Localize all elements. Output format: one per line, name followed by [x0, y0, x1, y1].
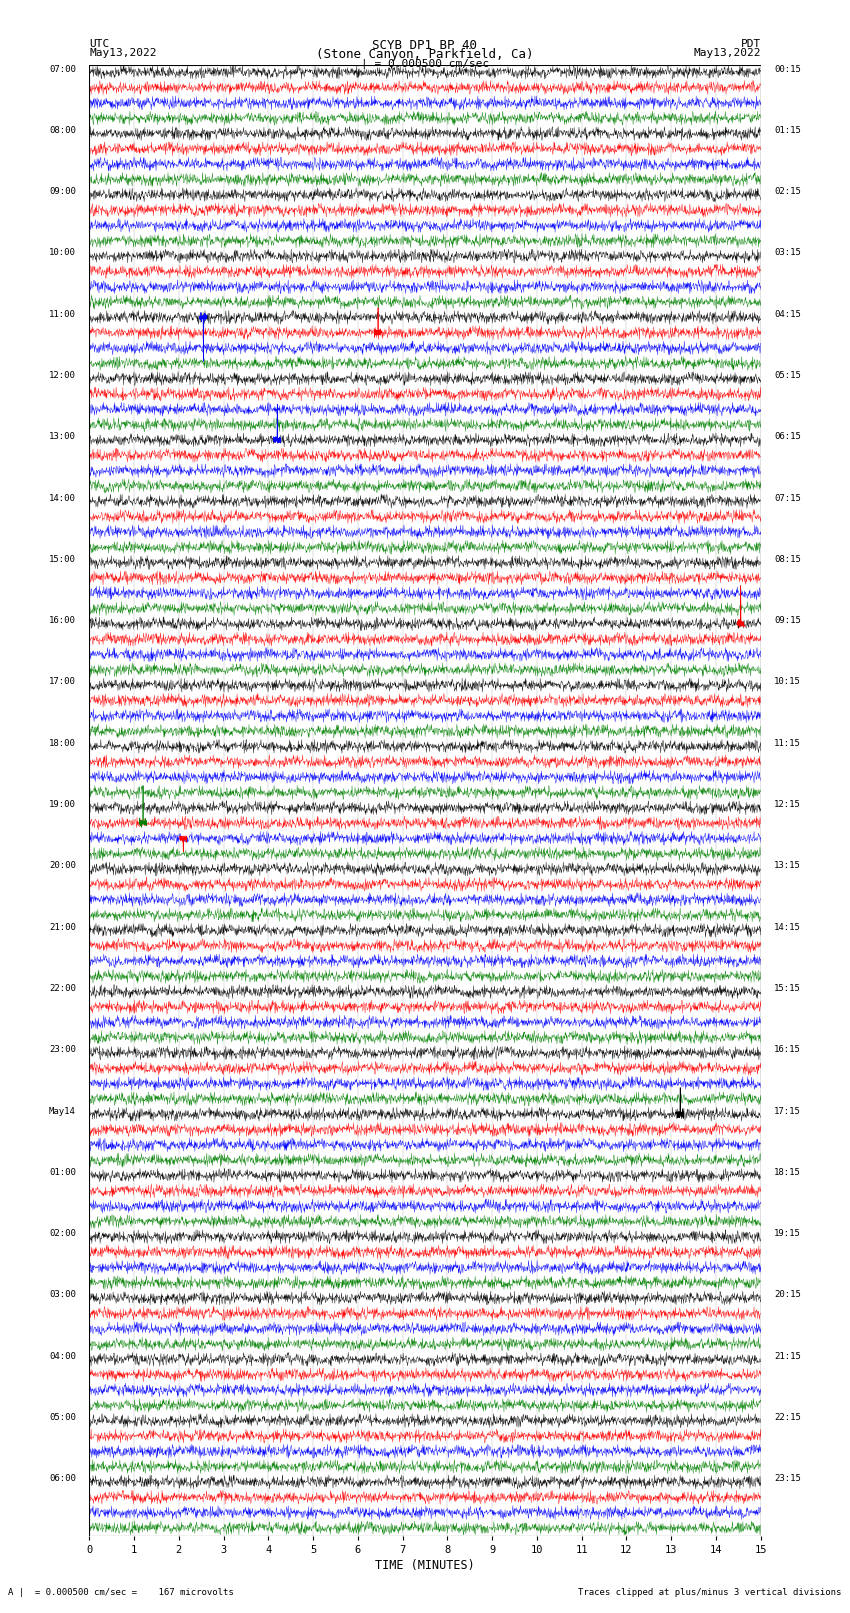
Text: 11:15: 11:15 — [774, 739, 801, 748]
Text: 15:15: 15:15 — [774, 984, 801, 994]
Text: 14:15: 14:15 — [774, 923, 801, 932]
Text: 19:15: 19:15 — [774, 1229, 801, 1239]
Text: 15:00: 15:00 — [49, 555, 76, 565]
Text: 21:00: 21:00 — [49, 923, 76, 932]
Text: 23:15: 23:15 — [774, 1474, 801, 1484]
Text: 05:00: 05:00 — [49, 1413, 76, 1423]
Text: 08:00: 08:00 — [49, 126, 76, 135]
Text: 07:00: 07:00 — [49, 65, 76, 74]
Text: PDT: PDT — [740, 39, 761, 48]
Text: SCYB DP1 BP 40: SCYB DP1 BP 40 — [372, 39, 478, 52]
Text: Traces clipped at plus/minus 3 vertical divisions: Traces clipped at plus/minus 3 vertical … — [578, 1587, 842, 1597]
Text: 06:00: 06:00 — [49, 1474, 76, 1484]
Text: 06:15: 06:15 — [774, 432, 801, 442]
Text: 03:00: 03:00 — [49, 1290, 76, 1300]
Text: 07:15: 07:15 — [774, 494, 801, 503]
Text: 13:15: 13:15 — [774, 861, 801, 871]
Text: 04:15: 04:15 — [774, 310, 801, 319]
Text: 09:15: 09:15 — [774, 616, 801, 626]
Text: 02:00: 02:00 — [49, 1229, 76, 1239]
Text: 20:00: 20:00 — [49, 861, 76, 871]
Text: 22:00: 22:00 — [49, 984, 76, 994]
Text: 03:15: 03:15 — [774, 248, 801, 258]
Text: 00:15: 00:15 — [774, 65, 801, 74]
Text: May13,2022: May13,2022 — [694, 48, 761, 58]
Text: 01:00: 01:00 — [49, 1168, 76, 1177]
Text: May13,2022: May13,2022 — [89, 48, 156, 58]
Text: 01:15: 01:15 — [774, 126, 801, 135]
Text: 21:15: 21:15 — [774, 1352, 801, 1361]
Text: 17:15: 17:15 — [774, 1107, 801, 1116]
Text: UTC: UTC — [89, 39, 110, 48]
Text: 10:15: 10:15 — [774, 677, 801, 687]
Text: | = 0.000500 cm/sec: | = 0.000500 cm/sec — [361, 58, 489, 69]
Text: 18:15: 18:15 — [774, 1168, 801, 1177]
Text: 09:00: 09:00 — [49, 187, 76, 197]
Text: 14:00: 14:00 — [49, 494, 76, 503]
Text: 20:15: 20:15 — [774, 1290, 801, 1300]
Text: 12:00: 12:00 — [49, 371, 76, 381]
Text: A |  = 0.000500 cm/sec =    167 microvolts: A | = 0.000500 cm/sec = 167 microvolts — [8, 1587, 235, 1597]
Text: 10:00: 10:00 — [49, 248, 76, 258]
Text: 11:00: 11:00 — [49, 310, 76, 319]
Text: 05:15: 05:15 — [774, 371, 801, 381]
Text: 17:00: 17:00 — [49, 677, 76, 687]
Text: 12:15: 12:15 — [774, 800, 801, 810]
Text: May14: May14 — [49, 1107, 76, 1116]
Text: (Stone Canyon, Parkfield, Ca): (Stone Canyon, Parkfield, Ca) — [316, 48, 534, 61]
Text: 02:15: 02:15 — [774, 187, 801, 197]
Text: 18:00: 18:00 — [49, 739, 76, 748]
Text: 23:00: 23:00 — [49, 1045, 76, 1055]
Text: 08:15: 08:15 — [774, 555, 801, 565]
X-axis label: TIME (MINUTES): TIME (MINUTES) — [375, 1558, 475, 1571]
Text: 04:00: 04:00 — [49, 1352, 76, 1361]
Text: 16:00: 16:00 — [49, 616, 76, 626]
Text: 19:00: 19:00 — [49, 800, 76, 810]
Text: 13:00: 13:00 — [49, 432, 76, 442]
Text: 22:15: 22:15 — [774, 1413, 801, 1423]
Text: 16:15: 16:15 — [774, 1045, 801, 1055]
